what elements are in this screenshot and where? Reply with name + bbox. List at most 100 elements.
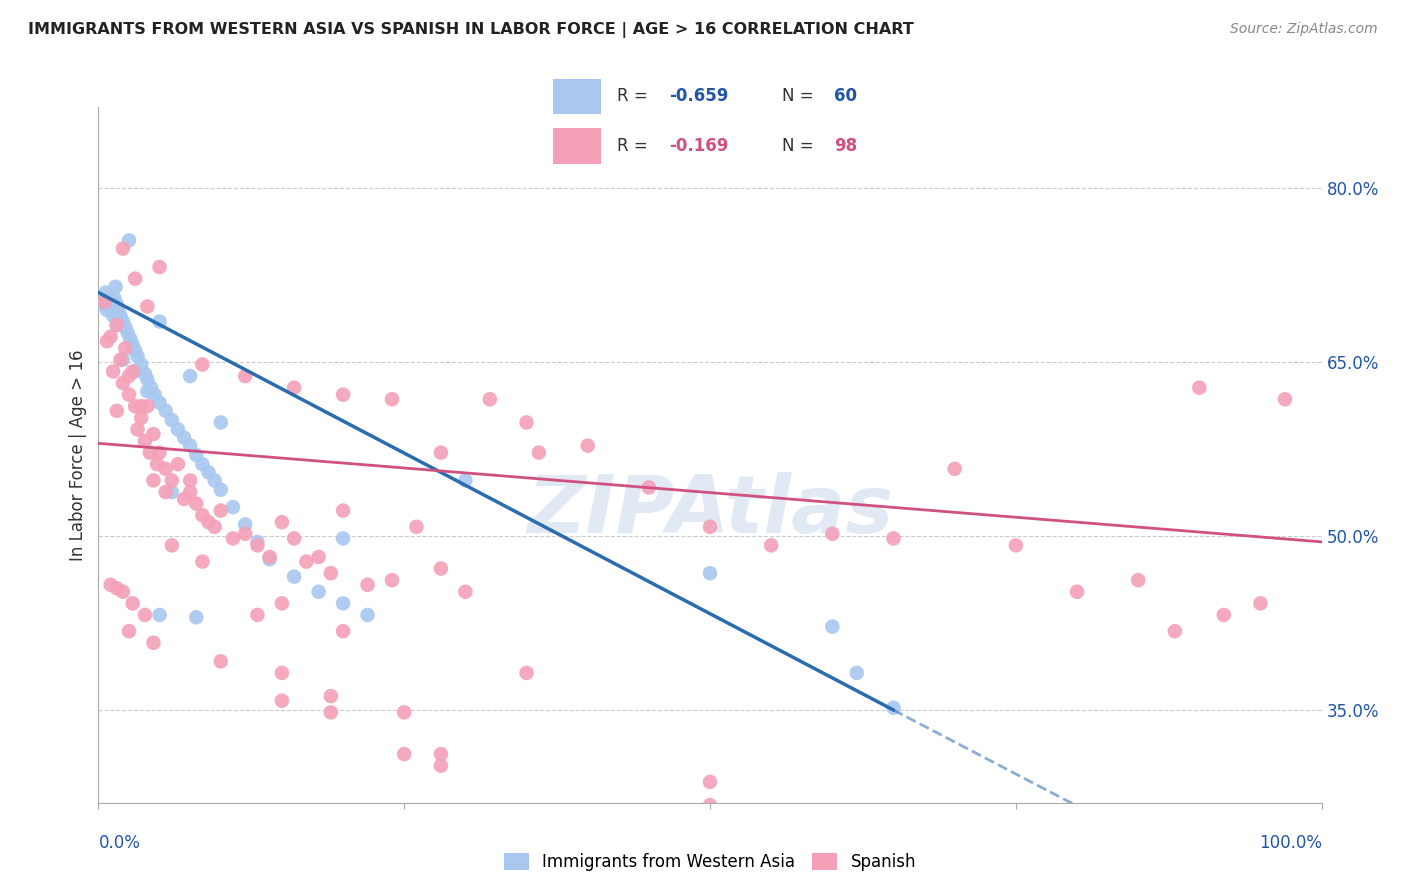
Point — [96, 303, 118, 318]
Point — [186, 610, 208, 624]
Point — [167, 422, 190, 436]
Point — [209, 503, 232, 517]
FancyBboxPatch shape — [554, 78, 602, 114]
Point — [111, 584, 134, 599]
Point — [155, 462, 177, 476]
Text: 0.0%: 0.0% — [98, 834, 141, 852]
Point — [179, 485, 201, 500]
Point — [197, 466, 219, 480]
Point — [105, 582, 128, 596]
Point — [270, 694, 294, 708]
Point — [103, 291, 125, 305]
Y-axis label: In Labor Force | Age > 16: In Labor Force | Age > 16 — [69, 349, 87, 561]
Point — [332, 624, 354, 639]
Point — [405, 520, 427, 534]
Point — [270, 596, 294, 610]
Point — [204, 520, 226, 534]
Text: ZIPAtlas: ZIPAtlas — [527, 472, 893, 549]
Point — [356, 578, 378, 592]
Text: IMMIGRANTS FROM WESTERN ASIA VS SPANISH IN LABOR FORCE | AGE > 16 CORRELATION CH: IMMIGRANTS FROM WESTERN ASIA VS SPANISH … — [28, 22, 914, 38]
Point — [149, 607, 172, 622]
Point — [100, 578, 122, 592]
Point — [270, 665, 294, 680]
Point — [104, 280, 127, 294]
Point — [143, 387, 166, 401]
Point — [136, 399, 159, 413]
Point — [173, 431, 195, 445]
Point — [142, 427, 165, 442]
Point — [699, 775, 721, 789]
Point — [146, 457, 169, 471]
Point — [883, 532, 905, 546]
Point — [191, 358, 214, 372]
Point — [118, 387, 141, 401]
Point — [136, 373, 159, 387]
Point — [139, 445, 162, 459]
Point — [283, 532, 305, 546]
Point — [111, 242, 134, 256]
Point — [209, 416, 232, 430]
Point — [149, 314, 172, 328]
Point — [142, 636, 165, 650]
Point — [191, 508, 214, 523]
Point — [136, 384, 159, 398]
Point — [105, 297, 128, 311]
Point — [124, 271, 146, 285]
Point — [381, 392, 404, 407]
Point — [191, 555, 214, 569]
Point — [454, 584, 477, 599]
Point — [515, 665, 537, 680]
Point — [699, 798, 721, 813]
Point — [129, 399, 152, 413]
Point — [332, 532, 354, 546]
Text: -0.659: -0.659 — [669, 87, 728, 105]
Point — [142, 474, 165, 488]
Text: N =: N = — [782, 87, 818, 105]
Point — [637, 480, 661, 494]
Point — [100, 329, 122, 343]
Text: R =: R = — [617, 87, 654, 105]
Point — [127, 422, 149, 436]
Point — [392, 706, 416, 720]
Point — [94, 285, 117, 300]
Point — [381, 573, 404, 587]
Point — [1066, 584, 1088, 599]
Point — [121, 364, 143, 378]
Point — [97, 291, 120, 305]
Point — [160, 413, 183, 427]
Point — [319, 706, 342, 720]
Point — [430, 747, 453, 761]
Text: -0.169: -0.169 — [669, 136, 728, 154]
Text: 98: 98 — [834, 136, 856, 154]
Point — [430, 445, 453, 459]
Point — [246, 538, 269, 552]
Point — [356, 607, 378, 622]
Text: N =: N = — [782, 136, 818, 154]
Point — [699, 520, 721, 534]
Point — [222, 500, 245, 514]
Point — [121, 596, 143, 610]
Point — [121, 337, 143, 351]
Point — [129, 410, 152, 425]
Point — [319, 566, 342, 581]
Point — [761, 538, 783, 552]
Point — [120, 332, 142, 346]
Point — [110, 352, 132, 367]
Point — [124, 364, 146, 378]
Point — [160, 485, 183, 500]
Point — [295, 555, 318, 569]
Point — [515, 416, 537, 430]
Point — [283, 570, 305, 584]
Point — [149, 260, 172, 274]
Point — [259, 552, 281, 566]
Point — [392, 747, 416, 761]
Point — [308, 584, 330, 599]
Point — [129, 358, 152, 372]
Point — [100, 297, 122, 311]
Point — [111, 376, 134, 390]
Point — [430, 758, 453, 772]
FancyBboxPatch shape — [554, 128, 602, 163]
Point — [319, 689, 342, 703]
Point — [332, 503, 354, 517]
Point — [111, 314, 134, 328]
